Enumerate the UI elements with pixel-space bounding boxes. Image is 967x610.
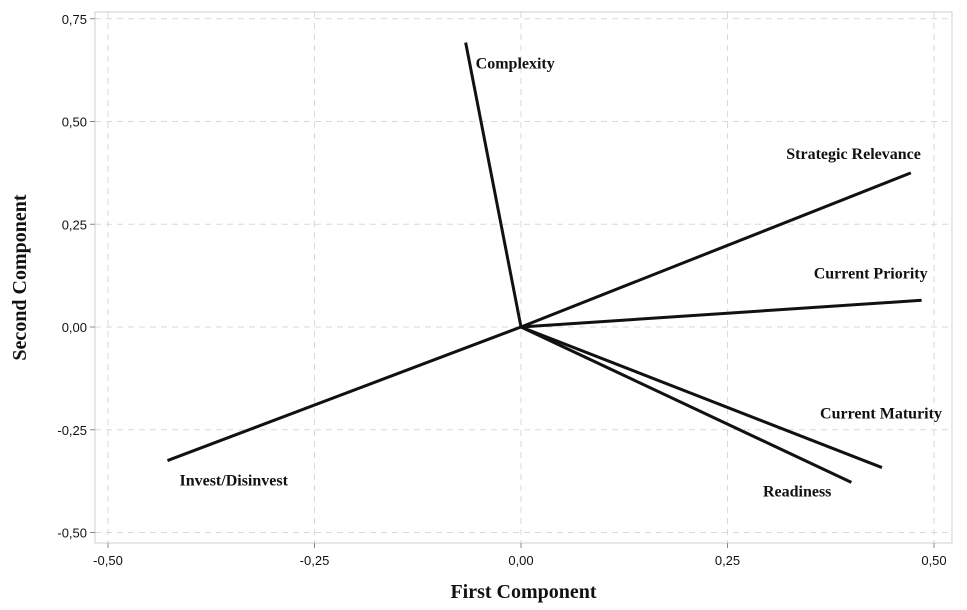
vector-line	[520, 325, 853, 484]
y-axis-title: Second Component	[9, 194, 31, 360]
x-tick-label: 0,00	[508, 553, 533, 568]
vector-line	[166, 325, 522, 462]
vector-label: Current Maturity	[820, 406, 942, 423]
y-tick-label: 0,25	[62, 217, 87, 232]
x-tick-label: 0,25	[715, 553, 740, 568]
loading-vectors	[166, 42, 922, 484]
gridlines	[95, 12, 952, 543]
vector-label: Strategic Relevance	[786, 146, 921, 163]
vector-label: Readiness	[763, 483, 831, 500]
vector-label: Invest/Disinvest	[179, 473, 288, 490]
vector-labels: Complexity Strategic Relevance Current Pri…	[179, 56, 941, 501]
vector-line	[520, 171, 912, 329]
x-axis-title: First Component	[450, 581, 596, 603]
axis-ticks: -0,50 -0,25 0,00 0,25 0,50 -0,50 -0,25 0,00 0,25…	[57, 12, 946, 568]
x-tick-label: 0,50	[921, 553, 946, 568]
vector-line	[464, 42, 523, 328]
y-tick-label: -0,50	[57, 526, 87, 541]
vector-label: Current Priority	[814, 265, 928, 282]
x-tick-label: -0,50	[93, 553, 123, 568]
vector-line	[520, 325, 883, 469]
plot-frame	[94, 11, 953, 544]
x-tick-label: -0,25	[300, 553, 330, 568]
y-tick-label: 0,00	[62, 320, 87, 335]
y-tick-label: 0,50	[62, 115, 87, 130]
y-tick-label: -0,25	[57, 423, 87, 438]
vector-label: Complexity	[476, 56, 555, 73]
y-tick-label: 0,75	[62, 12, 87, 27]
vector-line	[520, 298, 922, 329]
